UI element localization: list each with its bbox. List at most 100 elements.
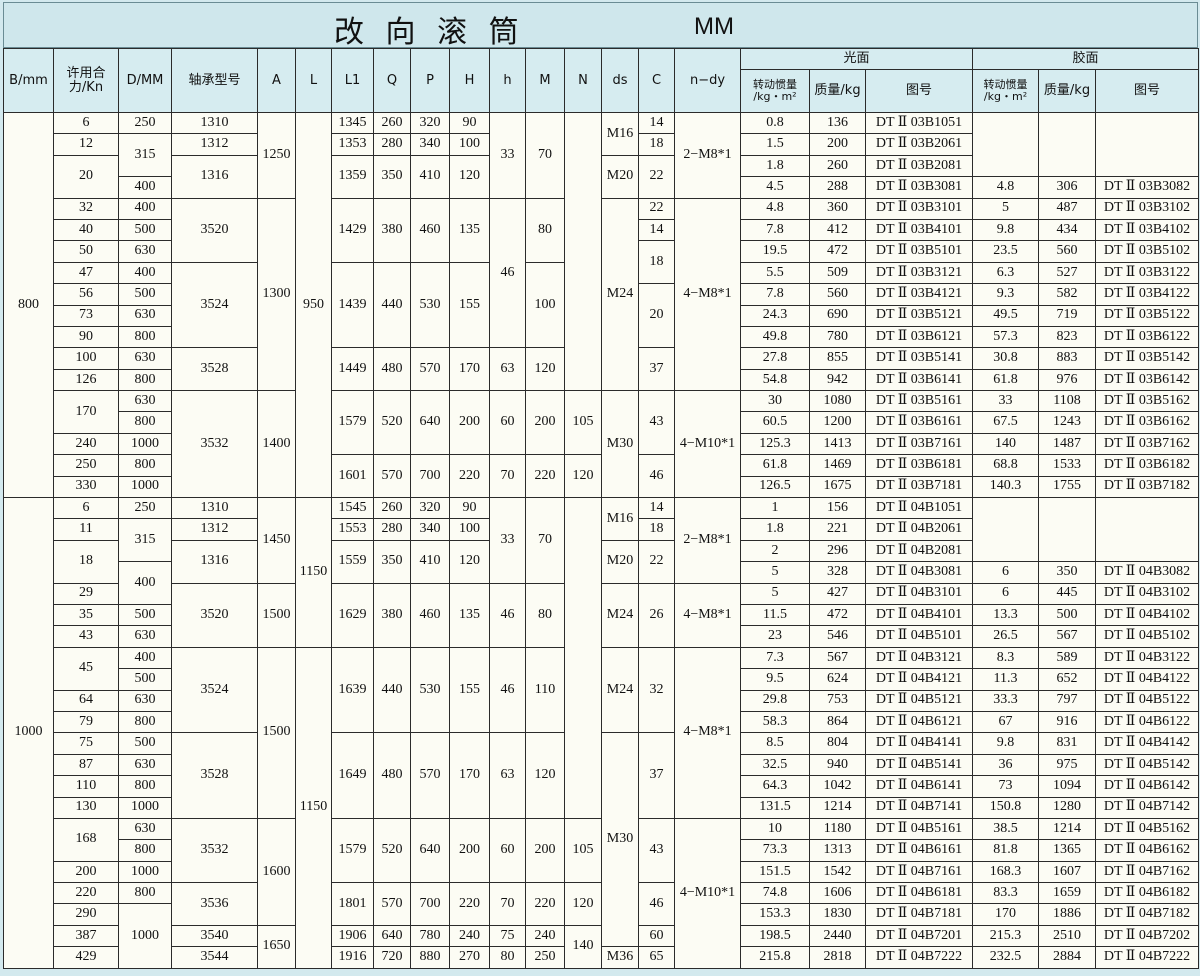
table-cell: 527 [1038,261,1097,285]
table-cell: 3532 [171,390,258,499]
table-cell: 32 [53,197,119,220]
table-cell: DT Ⅱ 03B5121 [864,304,974,327]
table-cell: 1280 [1038,796,1097,819]
column-header: n−dy [674,48,741,113]
table-cell: 110 [53,775,119,798]
table-cell: 200 [525,817,565,884]
table-cell: 40 [53,218,119,242]
table-cell: 135 [449,197,490,263]
table-cell: 800 [118,882,172,905]
table-cell: 131.5 [740,796,810,819]
table-cell: DT Ⅱ 04B5161 [864,817,974,841]
table-cell: DT Ⅱ 03B6122 [1095,325,1200,349]
unit: MM [694,13,734,40]
table-cell: DT Ⅱ 03B6181 [864,454,974,477]
table-cell: 33 [489,497,526,584]
table-cell: 570 [410,732,450,819]
table-cell: DT Ⅱ 04B4142 [1095,732,1200,755]
table-cell: 110 [525,646,565,734]
table-cell: 640 [373,924,411,948]
table-cell: 46 [638,882,675,926]
table-cell: 198.5 [740,924,810,948]
table-cell: 3524 [171,646,258,734]
table-cell: 70 [489,454,526,499]
table-cell: M36 [601,946,639,969]
column-header: A [257,48,296,113]
table-row: 220 800 3536 1801 570 700 220 70 220 120 46 74.8 160… [4,882,1200,926]
table-cell: DT Ⅱ 03B3122 [1095,261,1200,285]
table-cell: 1449 [331,347,374,392]
table-cell: 567 [1038,625,1097,648]
table-cell: 170 [53,390,119,434]
table-cell: 220 [449,882,490,926]
table-cell: 753 [809,689,866,712]
table-cell: DT Ⅱ 04B4102 [1095,603,1200,627]
table-cell: DT Ⅱ 04B6181 [864,882,974,905]
table-cell: 800 [118,775,172,798]
table-cell: 460 [410,197,450,263]
table-cell: DT Ⅱ 04B3102 [1095,582,1200,605]
table-cell: DT Ⅱ 04B5101 [864,625,974,648]
table-cell: 1649 [331,732,374,819]
table-cell: 120 [449,154,490,199]
table-row: 20 1316 1359 350 410 120 M20 22 1.8 260 DT Ⅱ 03B20… [4,154,1199,199]
table-cell: 1.8 [740,518,810,541]
table-cell: 63 [489,347,526,392]
table-cell: 75 [53,732,119,755]
table-cell: DT Ⅱ 04B7162 [1095,860,1200,884]
table-cell: 1150 [295,646,332,969]
table-cell: DT Ⅱ 03B6182 [1095,454,1200,477]
table-cell: 250 [118,111,172,135]
table-cell: DT Ⅱ 03B2081 [864,154,974,178]
table-cell: 67 [972,710,1040,734]
table-cell: 140.3 [972,475,1040,499]
table-cell: 950 [295,111,332,499]
column-header: 转动惯量 /kg・m² [740,69,810,113]
table-cell: 65 [638,946,675,969]
table-cell: DT Ⅱ 04B3101 [864,582,974,605]
table-cell: 168.3 [972,860,1040,884]
table-cell: 1400 [257,390,296,499]
table-cell: 4−M10*1 [674,390,741,499]
table-cell: 1.8 [740,154,810,178]
table-cell: 1659 [1038,882,1097,905]
column-header: L [295,48,332,113]
table-cell: 24.3 [740,304,810,327]
table-cell [1038,497,1097,563]
table-cell: M16 [601,497,639,541]
table-row: 168 630 3532 1600 1579 520 640 200 60 200 105 43 4−M… [4,817,1200,969]
table-cell [1095,497,1200,563]
table-cell: 440 [373,646,411,734]
table-row: 800 60.5 1200 DT Ⅱ 03B6161 67.5 1243 DT Ⅱ 03B6… [4,411,1200,434]
table-cell: 5.5 [740,261,810,285]
table-cell: 80 [525,582,565,648]
table-cell: 220 [53,882,119,905]
table-cell: 10 [740,817,810,841]
table-row: 12 315 1312 1353 280 340 100 18 1.5 200 DT Ⅱ 03B20… [4,133,1199,178]
table-cell: 5 [740,582,810,605]
table-cell: DT Ⅱ 03B3121 [864,261,974,285]
table-cell: DT Ⅱ 04B7201 [864,924,974,948]
table-cell: 800 [118,411,172,434]
table-cell: 520 [373,390,411,456]
table-cell: 1000 [118,860,172,884]
table-cell: 83.3 [972,882,1040,905]
table-cell: DT Ⅱ 04B4121 [864,668,974,691]
table-row: 40 500 14 7.8 412 DT Ⅱ 03B4101 9.8 434 DT Ⅱ 03B4… [4,218,1200,242]
table-cell: 1429 [331,197,374,263]
table-cell: 1500 [257,582,296,648]
table-cell: 1250 [257,112,296,199]
table-cell: 49.8 [740,325,810,349]
table-cell: 36 [972,753,1040,777]
table-cell: 800 [118,710,172,734]
table-cell: 260 [373,497,411,520]
table-cell: 61.8 [740,454,810,477]
table-cell: 2 [740,539,810,563]
table-cell: DT Ⅱ 03B5142 [1095,347,1200,370]
table-cell: 340 [410,133,450,156]
table-cell: 400 [118,561,172,605]
table-cell: DT Ⅱ 04B4141 [864,732,974,755]
table-cell: 12 [53,133,119,156]
table-cell: 250 [53,454,119,477]
